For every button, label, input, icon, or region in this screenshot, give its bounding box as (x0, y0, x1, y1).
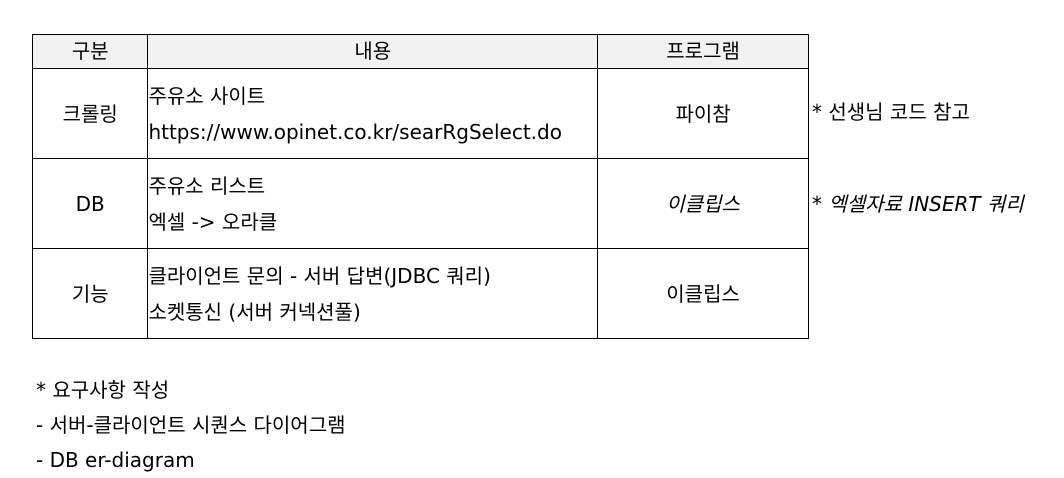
requirements-notes: * 요구사항 작성 - 서버-클라이언트 시퀀스 다이어그램 - DB er-d… (36, 373, 346, 478)
row-program: 이클립스 (597, 158, 809, 249)
note-line: * 요구사항 작성 (36, 378, 170, 402)
table-row: 기능 클라이언트 문의 - 서버 답변(JDBC 쿼리) 소켓통신 (서버 커넥… (31, 248, 809, 339)
table-row: DB 주유소 리스트 엑셀 -> 오라클 이클립스 (31, 158, 809, 249)
table-header-row: 구분 내용 프로그램 (31, 34, 809, 69)
content-line: https://www.opinet.co.kr/searRgSelect.do (148, 119, 562, 144)
header-program: 프로그램 (597, 34, 809, 69)
side-note-teacher-code: * 선생님 코드 참고 (812, 100, 970, 124)
row-content: 주유소 리스트 엑셀 -> 오라클 (147, 158, 599, 249)
row-content: 클라이언트 문의 - 서버 답변(JDBC 쿼리) 소켓통신 (서버 커넥션풀) (147, 248, 599, 339)
note-line: - DB er-diagram (36, 448, 195, 472)
content-line: 주유소 사이트 (148, 83, 266, 108)
project-plan-table: 구분 내용 프로그램 크롤링 주유소 사이트 https://www.opine… (31, 34, 809, 339)
row-category: DB (31, 158, 149, 249)
content-line: 엑셀 -> 오라클 (148, 209, 278, 234)
row-content: 주유소 사이트 https://www.opinet.co.kr/searRgS… (147, 68, 599, 159)
note-line: - 서버-클라이언트 시퀀스 다이어그램 (36, 413, 346, 437)
row-category: 크롤링 (31, 68, 149, 159)
side-note-insert-query: * 엑셀자료 INSERT 쿼리 (812, 192, 1024, 216)
content-line: 클라이언트 문의 - 서버 답변(JDBC 쿼리) (148, 263, 491, 288)
header-category: 구분 (31, 34, 149, 69)
header-content: 내용 (147, 34, 599, 69)
content-line: 소켓통신 (서버 커넥션풀) (148, 299, 361, 324)
table-row: 크롤링 주유소 사이트 https://www.opinet.co.kr/sea… (31, 68, 809, 159)
row-category: 기능 (31, 248, 149, 339)
row-program: 이클립스 (597, 248, 809, 339)
content-line: 주유소 리스트 (148, 173, 266, 198)
row-program: 파이참 (597, 68, 809, 159)
